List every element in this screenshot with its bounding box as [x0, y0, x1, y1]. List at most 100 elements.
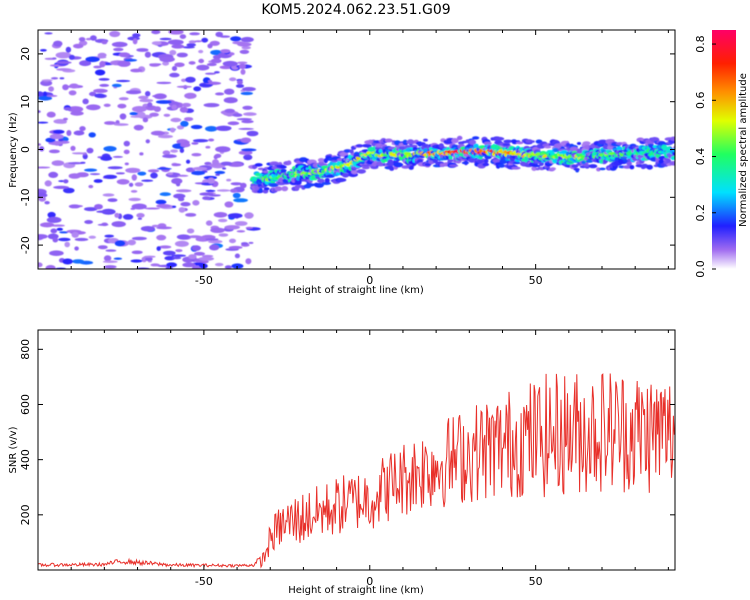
spectrogram-noise-blob	[134, 182, 144, 187]
spectrogram-noise-blob	[163, 113, 171, 117]
spectrogram-x-axis-label: Height of straight line (km)	[288, 285, 424, 296]
spectrogram-noise-blob	[246, 130, 259, 137]
spectrogram-noise-blob	[84, 207, 98, 212]
spectrogram-noise-blob	[48, 171, 59, 178]
spectrogram-noise-blob	[192, 200, 200, 206]
spectrogram-noise-blob	[50, 228, 58, 234]
spectrogram-noise-blob	[159, 37, 172, 41]
spectrogram-noise-blob	[156, 226, 173, 230]
spectrogram-noise-blob	[144, 207, 161, 210]
spectrogram-noise-blob	[176, 85, 192, 89]
spectrogram-noise-blob	[240, 36, 254, 43]
spectrogram-noise-blob	[205, 238, 219, 241]
spectrogram-noise-blob	[131, 174, 137, 181]
spectrogram-noise-blob	[71, 152, 87, 155]
spectrogram-noise-blob	[186, 228, 195, 234]
spectrogram-band-blob	[671, 155, 675, 159]
spectrogram-halo-blob	[622, 165, 632, 169]
spectrogram-halo-blob	[254, 163, 263, 167]
spectrogram-band-blob	[581, 160, 586, 165]
spectrogram-halo-blob	[458, 143, 465, 147]
spectrogram-noise-blob	[171, 104, 178, 110]
spectrogram-noise-blob	[99, 83, 110, 87]
spectrogram-y-tick-label: 20	[19, 47, 32, 61]
spectrogram-noise-blob	[86, 104, 101, 111]
spectrogram-noise-blob	[176, 234, 191, 240]
spectrogram-noise-blob	[208, 239, 223, 244]
spectrogram-noise-blob	[102, 193, 115, 197]
spectrogram-noise-blob	[45, 265, 56, 269]
spectrogram-noise-blob	[205, 145, 211, 149]
spectrogram-halo-blob	[482, 162, 490, 167]
spectrogram-noise-blob	[180, 120, 189, 127]
spectrogram-noise-blob	[149, 112, 159, 117]
spectrogram-noise-blob	[113, 257, 123, 260]
spectrogram-noise-blob	[86, 147, 94, 154]
spectrogram-noise-blob	[93, 179, 103, 183]
spectrogram-noise-blob	[214, 153, 222, 158]
spectrogram-noise-blob	[227, 213, 243, 219]
spectrogram-noise-blob	[207, 43, 213, 49]
spectrogram-halo-blob	[469, 139, 477, 145]
spectrogram-noise-blob	[101, 40, 108, 45]
spectrogram-noise-blob	[237, 42, 252, 47]
spectrogram-noise-blob	[124, 162, 129, 166]
spectrogram-noise-blob	[103, 103, 111, 108]
spectrogram-noise-blob	[241, 46, 251, 50]
spectrogram-noise-blob	[68, 90, 77, 96]
spectrogram-noise-blob	[111, 221, 126, 228]
spectrogram-noise-blob	[242, 87, 256, 92]
spectrogram-noise-blob	[147, 169, 160, 173]
spectrogram-noise-blob	[229, 77, 237, 82]
spectrogram-halo-blob	[476, 159, 485, 164]
colorbar: 0.0 0.2 0.4 0.6 0.8 Normalized spectral ampl…	[694, 30, 749, 278]
spectrogram-noise-blob	[193, 251, 206, 256]
spectrogram-noise-blob	[79, 60, 92, 67]
spectrogram-noise-blob	[116, 79, 131, 83]
spectrogram-noise-blob	[180, 202, 191, 207]
spectrogram-noise-blob	[85, 56, 100, 63]
spectrogram-noise-blob	[130, 259, 143, 263]
spectrogram-halo-blob	[626, 161, 632, 166]
spectrogram-noise-blob	[107, 166, 123, 170]
spectrogram-noise-blob	[237, 61, 248, 65]
spectrogram-noise-blob	[59, 231, 69, 234]
spectrogram-halo-blob	[361, 164, 371, 167]
spectrogram-noise-blob	[55, 52, 72, 59]
spectrogram-noise-blob	[71, 231, 79, 238]
spectrogram-noise-blob	[128, 182, 134, 187]
spectrogram-panel: -50 0 50 -20 -10 0 10 20 Height of straight lin…	[8, 29, 676, 296]
spectrogram-noise-blob	[73, 43, 84, 49]
spectrogram-noise-blob	[222, 167, 227, 170]
spectrogram-noise-blob	[38, 262, 43, 268]
spectrogram-noise-blob	[38, 91, 44, 97]
spectrogram-halo-blob	[511, 166, 521, 170]
spectrogram-y-axis-label: Frequency (Hz)	[8, 112, 19, 188]
spectrogram-noise-blob	[94, 204, 103, 210]
spectrogram-y-tick-label: 0	[19, 146, 32, 153]
spectrogram-noise-blob	[142, 117, 149, 123]
spectrogram-noise-blob	[84, 168, 98, 172]
spectrogram-noise-blob	[186, 43, 196, 47]
spectrogram-noise-blob	[227, 121, 240, 126]
spectrogram-noise-blob	[171, 44, 185, 49]
spectrogram-noise-blob	[80, 161, 86, 164]
spectrogram-noise-blob	[137, 217, 142, 220]
spectrogram-noise-blob	[145, 139, 150, 144]
colorbar-tick-label: 0.2	[694, 204, 707, 222]
spectrogram-noise-blob	[176, 52, 188, 58]
spectrogram-halo-blob	[370, 166, 379, 170]
spectrogram-halo-blob	[439, 163, 445, 167]
spectrogram-noise-blob	[191, 142, 199, 145]
spectrogram-noise-blob	[180, 142, 191, 148]
spectrogram-noise-blob	[207, 80, 213, 83]
spectrogram-halo-blob	[449, 164, 459, 167]
spectrogram-noise-blob	[109, 30, 121, 38]
spectrogram-halo-blob	[423, 138, 428, 142]
spectrogram-noise-blob	[226, 178, 232, 182]
spectrogram-noise-blob	[184, 92, 197, 99]
spectrogram-noise-blob	[107, 198, 118, 203]
spectrogram-noise-blob	[171, 205, 177, 208]
spectrogram-halo-blob	[294, 179, 302, 186]
spectrogram-noise-blob	[238, 127, 255, 130]
